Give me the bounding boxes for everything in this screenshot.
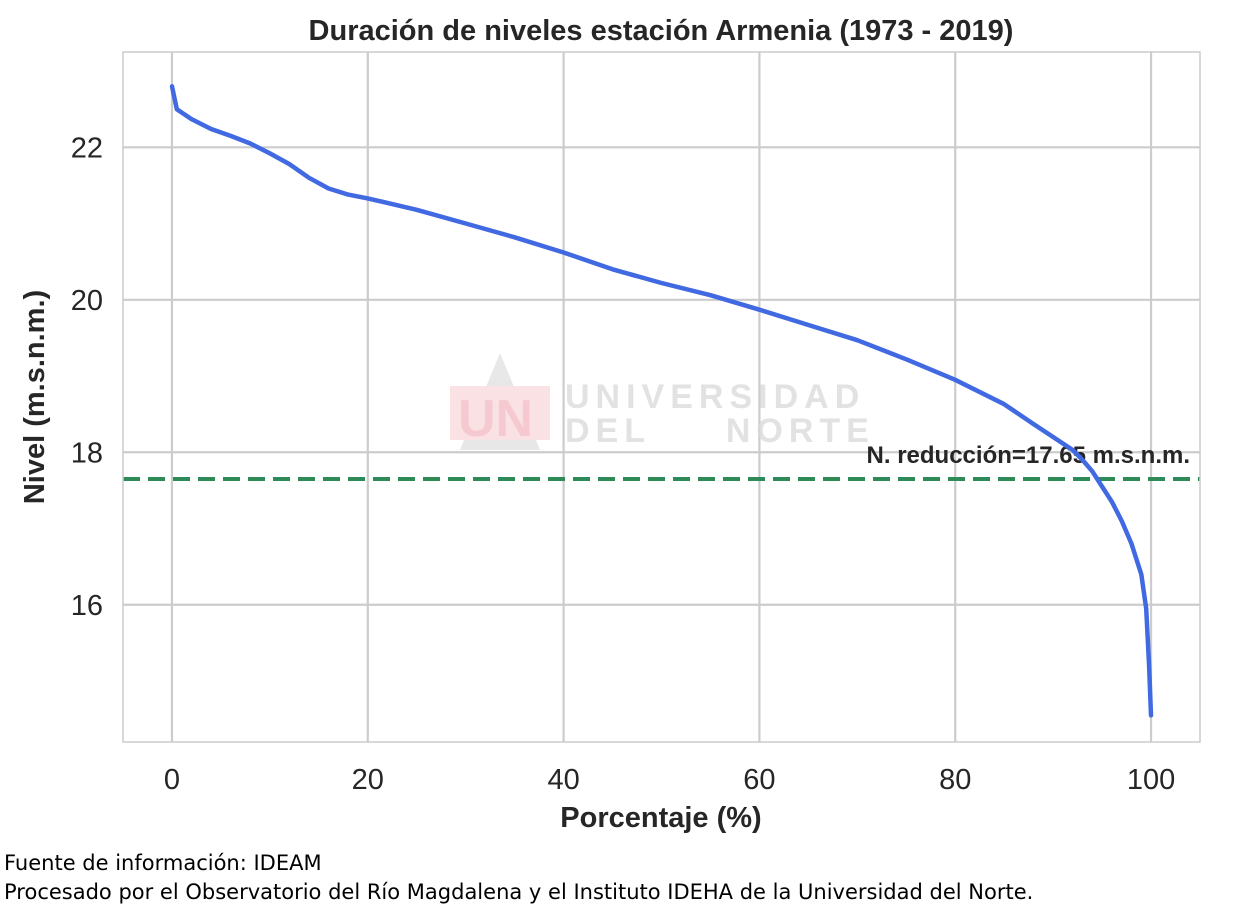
x-tick-label: 80 xyxy=(939,764,971,796)
reference-line-label: N. reducción=17.65 m.s.n.m. xyxy=(867,442,1190,469)
grid xyxy=(123,52,1200,742)
x-tick-label: 40 xyxy=(547,764,579,796)
x-tick-label: 20 xyxy=(352,764,384,796)
footer-source: Fuente de información: IDEAM xyxy=(4,851,322,875)
x-tick-label: 100 xyxy=(1127,764,1175,796)
plot-frame xyxy=(122,51,1201,743)
y-tick-label: 18 xyxy=(71,437,103,469)
footer-processed: Procesado por el Observatorio del Río Ma… xyxy=(4,880,1034,904)
chart: UN UNIVERSIDAD DEL NORTE N. reducción=17… xyxy=(19,15,1201,834)
watermark-logo-text: UN xyxy=(458,390,533,448)
series-line xyxy=(169,84,1154,718)
watermark-line1: UNIVERSIDAD xyxy=(565,378,865,416)
x-axis-label: Porcentaje (%) xyxy=(560,802,761,834)
y-tick-label: 16 xyxy=(71,590,103,622)
x-tick-label: 60 xyxy=(743,764,775,796)
watermark: UN UNIVERSIDAD DEL NORTE xyxy=(450,353,875,450)
y-axis-label: Nivel (m.s.n.m.) xyxy=(19,290,51,504)
y-tick-label: 20 xyxy=(71,285,103,317)
reference-line-group: N. reducción=17.65 m.s.n.m. xyxy=(123,442,1200,481)
tick-labels: 0 20 40 60 80 100 16 18 20 22 xyxy=(71,132,1176,796)
y-tick-label: 22 xyxy=(71,132,103,164)
watermark-line2: DEL NORTE xyxy=(565,412,875,450)
watermark-logo-box xyxy=(450,386,550,440)
x-tick-label: 0 xyxy=(164,764,180,796)
series-group xyxy=(169,84,1154,718)
chart-title: Duración de niveles estación Armenia (19… xyxy=(309,15,1014,47)
